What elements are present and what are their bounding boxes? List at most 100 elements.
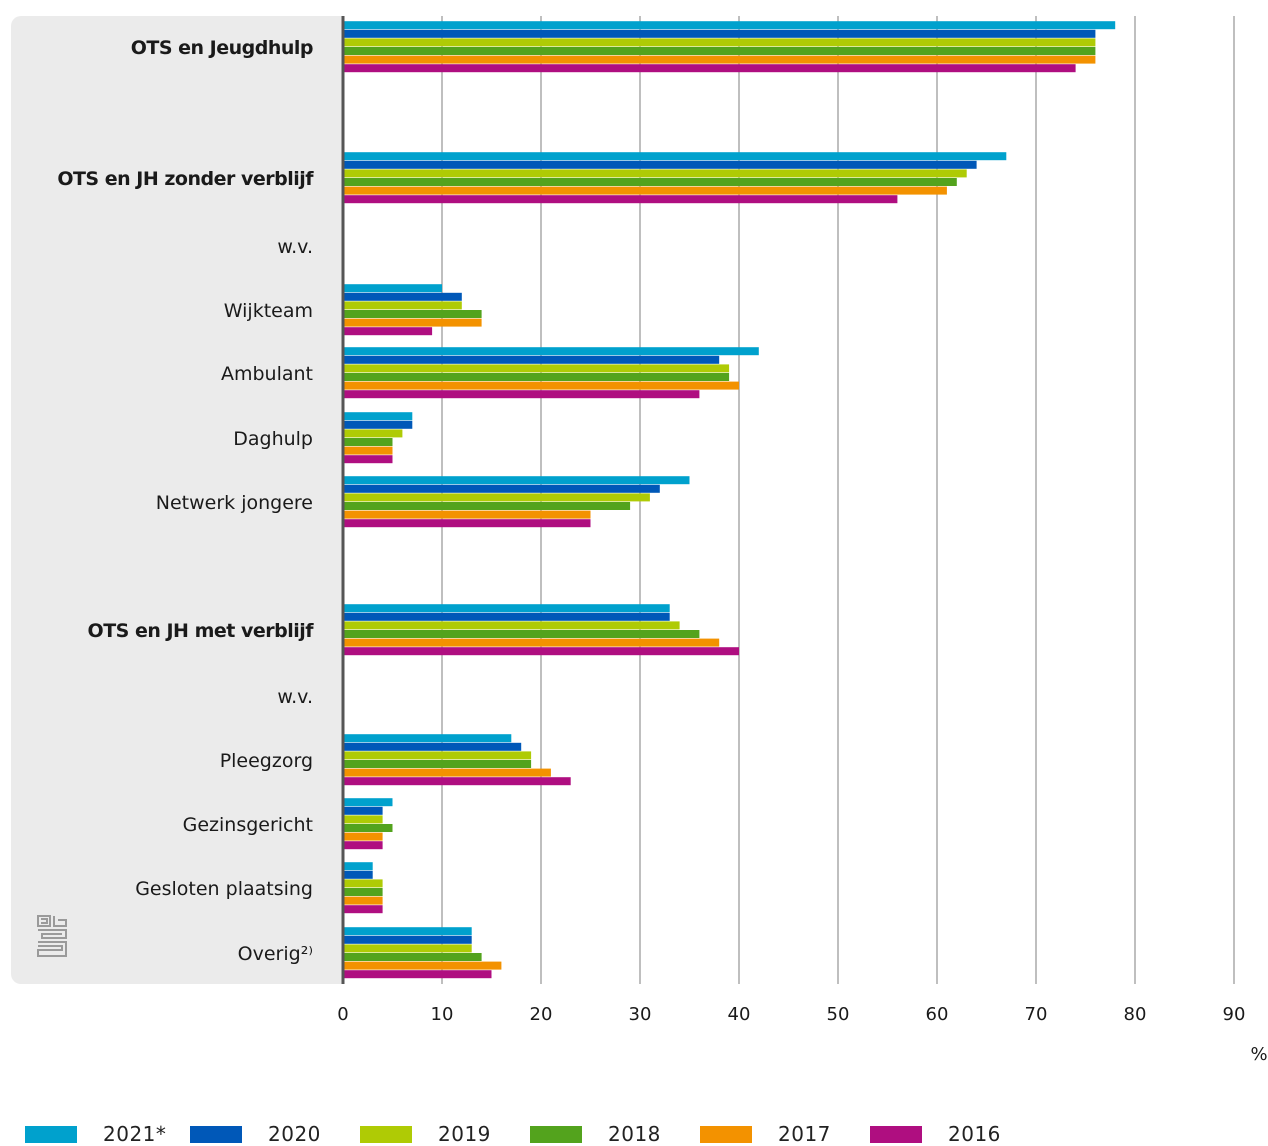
bar — [343, 502, 631, 510]
bar — [343, 824, 393, 832]
bar — [343, 832, 383, 841]
bar — [343, 935, 472, 944]
bar — [343, 953, 482, 961]
bar — [343, 806, 383, 815]
legend-label: 2020 — [268, 1122, 321, 1146]
bar — [343, 64, 1076, 73]
category-label: OTS en Jeugdhulp — [131, 37, 313, 59]
bar — [343, 438, 393, 446]
bar — [343, 961, 502, 970]
category-label: OTS en JH met verblijf — [88, 620, 315, 642]
bar — [343, 476, 690, 485]
bar — [343, 484, 660, 493]
cbs-logo-icon — [37, 915, 67, 957]
bar — [343, 47, 1096, 55]
bar — [343, 327, 433, 336]
bar — [343, 777, 571, 786]
bar — [343, 29, 1096, 38]
bar — [343, 970, 492, 979]
bar — [343, 621, 680, 630]
bar — [343, 751, 532, 760]
bar — [343, 355, 720, 364]
category-label: Netwerk jongere — [156, 492, 313, 514]
bar — [343, 318, 482, 327]
bar — [343, 21, 1116, 30]
bar — [343, 888, 383, 896]
legend-swatch — [190, 1125, 242, 1143]
legend-item: 2020 — [190, 1122, 321, 1146]
bar — [343, 841, 383, 850]
category-label: Ambulant — [221, 363, 313, 385]
bar — [343, 905, 383, 914]
x-tick-label: 80 — [1124, 1004, 1147, 1025]
legend: 2021* 2020 2019 2018 2017 2016 — [0, 1118, 1268, 1146]
bar — [343, 390, 700, 399]
legend-item: 2018 — [530, 1122, 661, 1146]
category-label: Gezinsgericht — [183, 814, 313, 836]
x-axis-unit-label: % — [1250, 1044, 1267, 1065]
category-label: Gesloten plaatsing — [135, 878, 313, 900]
bar — [343, 310, 482, 318]
bar — [343, 160, 977, 169]
legend-label: 2016 — [948, 1122, 1001, 1146]
legend-swatch — [700, 1125, 752, 1143]
bar — [343, 815, 383, 824]
category-label: Daghulp — [233, 428, 313, 450]
bars — [343, 21, 1116, 979]
legend-label: 2017 — [778, 1122, 831, 1146]
x-tick-label: 60 — [926, 1004, 949, 1025]
bar — [343, 734, 512, 743]
bar — [343, 195, 898, 204]
x-tick-label: 70 — [1025, 1004, 1048, 1025]
bar — [343, 612, 670, 621]
legend-swatch — [360, 1125, 412, 1143]
legend-item: 2021* — [25, 1122, 167, 1146]
bar — [343, 364, 730, 373]
legend-item: 2016 — [870, 1122, 1001, 1146]
category-label: w.v. — [277, 236, 313, 258]
category-label: Overig²⁾ — [238, 943, 313, 965]
bar — [343, 186, 947, 195]
bar — [343, 169, 967, 178]
bar — [343, 870, 373, 879]
bar — [343, 38, 1096, 47]
bar — [343, 55, 1096, 64]
bar — [343, 519, 591, 528]
bar — [343, 879, 383, 888]
bar — [343, 446, 393, 455]
x-tick-label: 30 — [629, 1004, 652, 1025]
x-tick-label: 10 — [431, 1004, 454, 1025]
bar — [343, 301, 462, 310]
legend-item: 2017 — [700, 1122, 831, 1146]
x-tick-label: 90 — [1223, 1004, 1246, 1025]
legend-label: 2021* — [103, 1122, 167, 1146]
bar — [343, 630, 700, 638]
bar — [343, 493, 650, 502]
bar — [343, 798, 393, 807]
bar — [343, 429, 403, 438]
x-tick-label: 40 — [728, 1004, 751, 1025]
x-tick-label: 0 — [337, 1004, 348, 1025]
category-label: w.v. — [277, 686, 313, 708]
category-label: OTS en JH zonder verblijf — [57, 168, 314, 190]
legend-label: 2018 — [608, 1122, 661, 1146]
x-tick-label: 50 — [827, 1004, 850, 1025]
legend-swatch — [25, 1125, 77, 1143]
bar-chart: OTS en Jeugdhulp OTS en JH zonder verblij… — [57, 16, 1268, 1065]
bar — [343, 742, 522, 751]
category-label: Pleegzorg — [220, 750, 313, 772]
bar — [343, 944, 472, 953]
bar — [343, 647, 739, 656]
x-tick-label: 20 — [530, 1004, 553, 1025]
legend-item: 2019 — [360, 1122, 491, 1146]
legend-label: 2019 — [438, 1122, 491, 1146]
bar — [343, 178, 957, 186]
bar — [343, 604, 670, 613]
x-axis-ticks: 0 10 20 30 40 50 60 70 80 90 — [337, 1004, 1245, 1025]
bar — [343, 896, 383, 905]
legend-swatch — [530, 1125, 582, 1143]
category-labels: OTS en Jeugdhulp OTS en JH zonder verblij… — [57, 37, 314, 965]
bar — [343, 152, 1007, 161]
bar — [343, 455, 393, 464]
bar — [343, 927, 472, 936]
